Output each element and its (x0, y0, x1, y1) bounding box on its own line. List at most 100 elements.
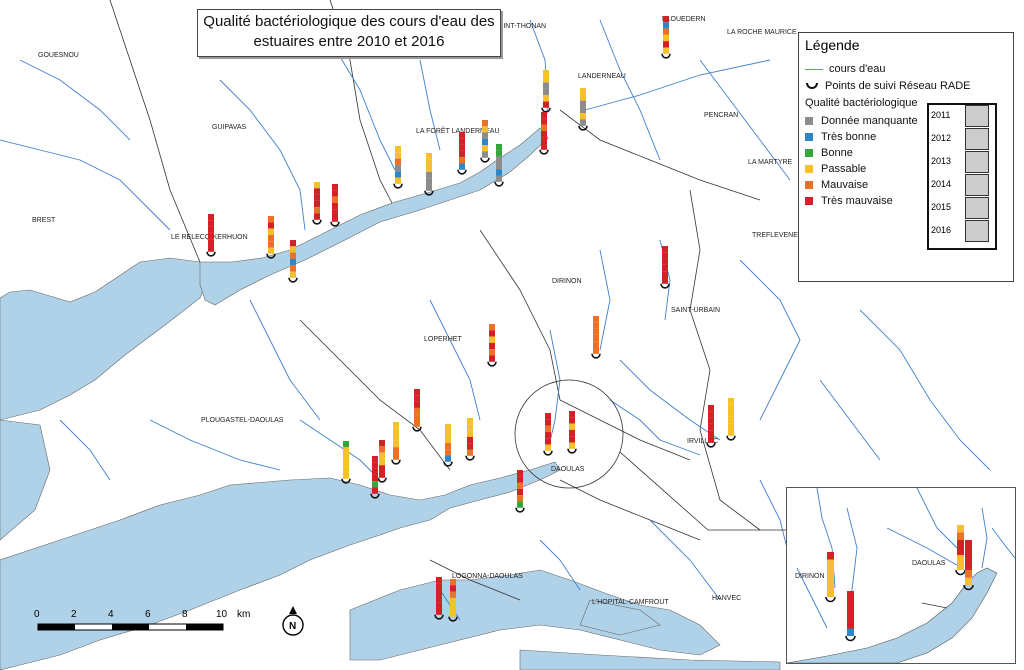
sampling-point-marker (465, 455, 475, 461)
legend-class-bad: Mauvaise (805, 179, 868, 191)
legend-river-label: cours d'eau (829, 63, 886, 75)
place-label: SAINT-URBAIN (671, 307, 720, 314)
place-label: LANDERNEAU (578, 73, 626, 80)
sampling-station (434, 577, 444, 620)
sampling-bars (206, 16, 736, 622)
sampling-point-marker (660, 283, 670, 289)
sampling-point-marker (370, 493, 380, 499)
sampling-station (393, 146, 403, 189)
sampling-station (591, 316, 601, 359)
place-labels: GOUESNOU GUIPAVAS BREST LE RELECQ-KERHUO… (32, 16, 803, 606)
sampling-point-marker (206, 251, 216, 257)
sampling-point-marker (825, 596, 836, 603)
inset-sampling-station (955, 525, 966, 576)
place-label: LOPERHET (424, 336, 462, 343)
inset-place-label: DAOULAS (912, 560, 946, 567)
sampling-point-marker (955, 569, 966, 576)
north-arrow-icon: N (282, 606, 304, 636)
scale-tick: 4 (108, 609, 114, 620)
place-label: IRVILLAC (687, 438, 718, 445)
sampling-station (494, 144, 504, 187)
sampling-station (706, 405, 716, 448)
sampling-point-marker (434, 614, 444, 620)
inset-sampling-station (963, 540, 974, 591)
sampling-station (660, 246, 670, 289)
sampling-point-marker (457, 169, 467, 175)
year-row: 2014 (929, 174, 993, 197)
sampling-point-marker (963, 584, 974, 591)
sampling-point-marker (706, 442, 716, 448)
sampling-point-marker (412, 426, 422, 432)
sampling-station (457, 132, 467, 175)
sampling-point-marker (567, 448, 577, 454)
sampling-point-marker (288, 277, 298, 283)
sampling-station (661, 16, 671, 59)
legend-class-label: Très mauvaise (821, 195, 893, 207)
sampling-station (543, 413, 553, 456)
legend-class-label: Mauvaise (821, 179, 869, 191)
inset-sampling-bars (825, 525, 974, 642)
sampling-station (541, 70, 551, 113)
place-label: GOUESNOU (38, 52, 79, 59)
place-label: DAOULAS (551, 466, 585, 473)
inset-place-label: DIRINON (795, 573, 825, 580)
year-row: 2011 (929, 105, 993, 128)
sampling-station (266, 216, 276, 259)
place-label: SAINT-THONAN (494, 23, 546, 30)
map-title-line-2: estuaires entre 2010 et 2016 (253, 33, 445, 50)
legend-class-very-bad: Très mauvaise (805, 195, 893, 207)
legend-panel: Légende cours d'eau Points de suivi Rése… (798, 32, 1014, 282)
scale-unit: km (237, 609, 250, 620)
sampling-point-marker (541, 107, 551, 113)
good-swatch (805, 149, 813, 157)
sampling-point-marker (424, 190, 434, 196)
sampling-station (370, 456, 380, 499)
missing-swatch (805, 117, 813, 125)
water-bodies (0, 127, 781, 670)
sampling-point-marker (341, 478, 351, 484)
legend-class-label: Très bonne (821, 131, 877, 143)
sampling-station (288, 240, 298, 283)
place-label: PLOUGASTEL-DAOULAS (201, 417, 284, 424)
sampling-point-marker (480, 157, 490, 163)
legend-class-label: Passable (821, 163, 867, 175)
sampling-point-marker (494, 181, 504, 187)
place-label: BREST (32, 217, 56, 224)
sampling-point-icon (806, 82, 818, 89)
legend-class-good: Bonne (805, 147, 853, 159)
year-row: 2012 (929, 128, 993, 151)
scale-tick: 0 (34, 609, 40, 620)
very-good-swatch (805, 133, 813, 141)
legend-title: Légende (805, 37, 860, 53)
scale-bar: 0 2 4 6 8 10 km (34, 609, 250, 631)
place-label: PENCRAN (704, 112, 738, 119)
sampling-station (424, 153, 434, 196)
sampling-point-marker (591, 353, 601, 359)
scale-tick: 6 (145, 609, 151, 620)
year-row: 2013 (929, 151, 993, 174)
sampling-point-marker (266, 253, 276, 259)
place-label: TREFLEVENEZ (752, 232, 803, 239)
sampling-point-marker (726, 435, 736, 441)
sampling-point-marker (515, 507, 525, 513)
place-label: HANVEC (712, 595, 741, 602)
legend-class-missing: Donnée manquante (805, 115, 918, 127)
place-label: LA FORÊT LANDERNEAU (416, 126, 500, 135)
place-label: L'HOPITAL-CAMFROUT (592, 599, 669, 606)
place-label: LA MARTYRE (748, 159, 793, 166)
sampling-point-marker (578, 125, 588, 131)
map-title: Qualité bactériologique des cours d'eau … (197, 9, 501, 57)
legend-class-label: Bonne (821, 147, 853, 159)
place-label: PLOUEDERN (662, 16, 706, 23)
sampling-station (206, 214, 216, 257)
north-label: N (289, 621, 296, 632)
river-line-icon (805, 68, 823, 70)
year-stack-legend: 2011 2012 2013 2014 2015 2016 (927, 103, 997, 250)
sampling-station (341, 441, 351, 484)
place-label: LOGONNA-DAOULAS (452, 573, 523, 580)
inset-canvas: DIRINON DAOULAS (787, 488, 1015, 663)
legend-quality-title: Qualité bactériologique (805, 97, 918, 109)
legend-points: Points de suivi Réseau RADE (805, 80, 971, 92)
sampling-station (480, 120, 490, 163)
